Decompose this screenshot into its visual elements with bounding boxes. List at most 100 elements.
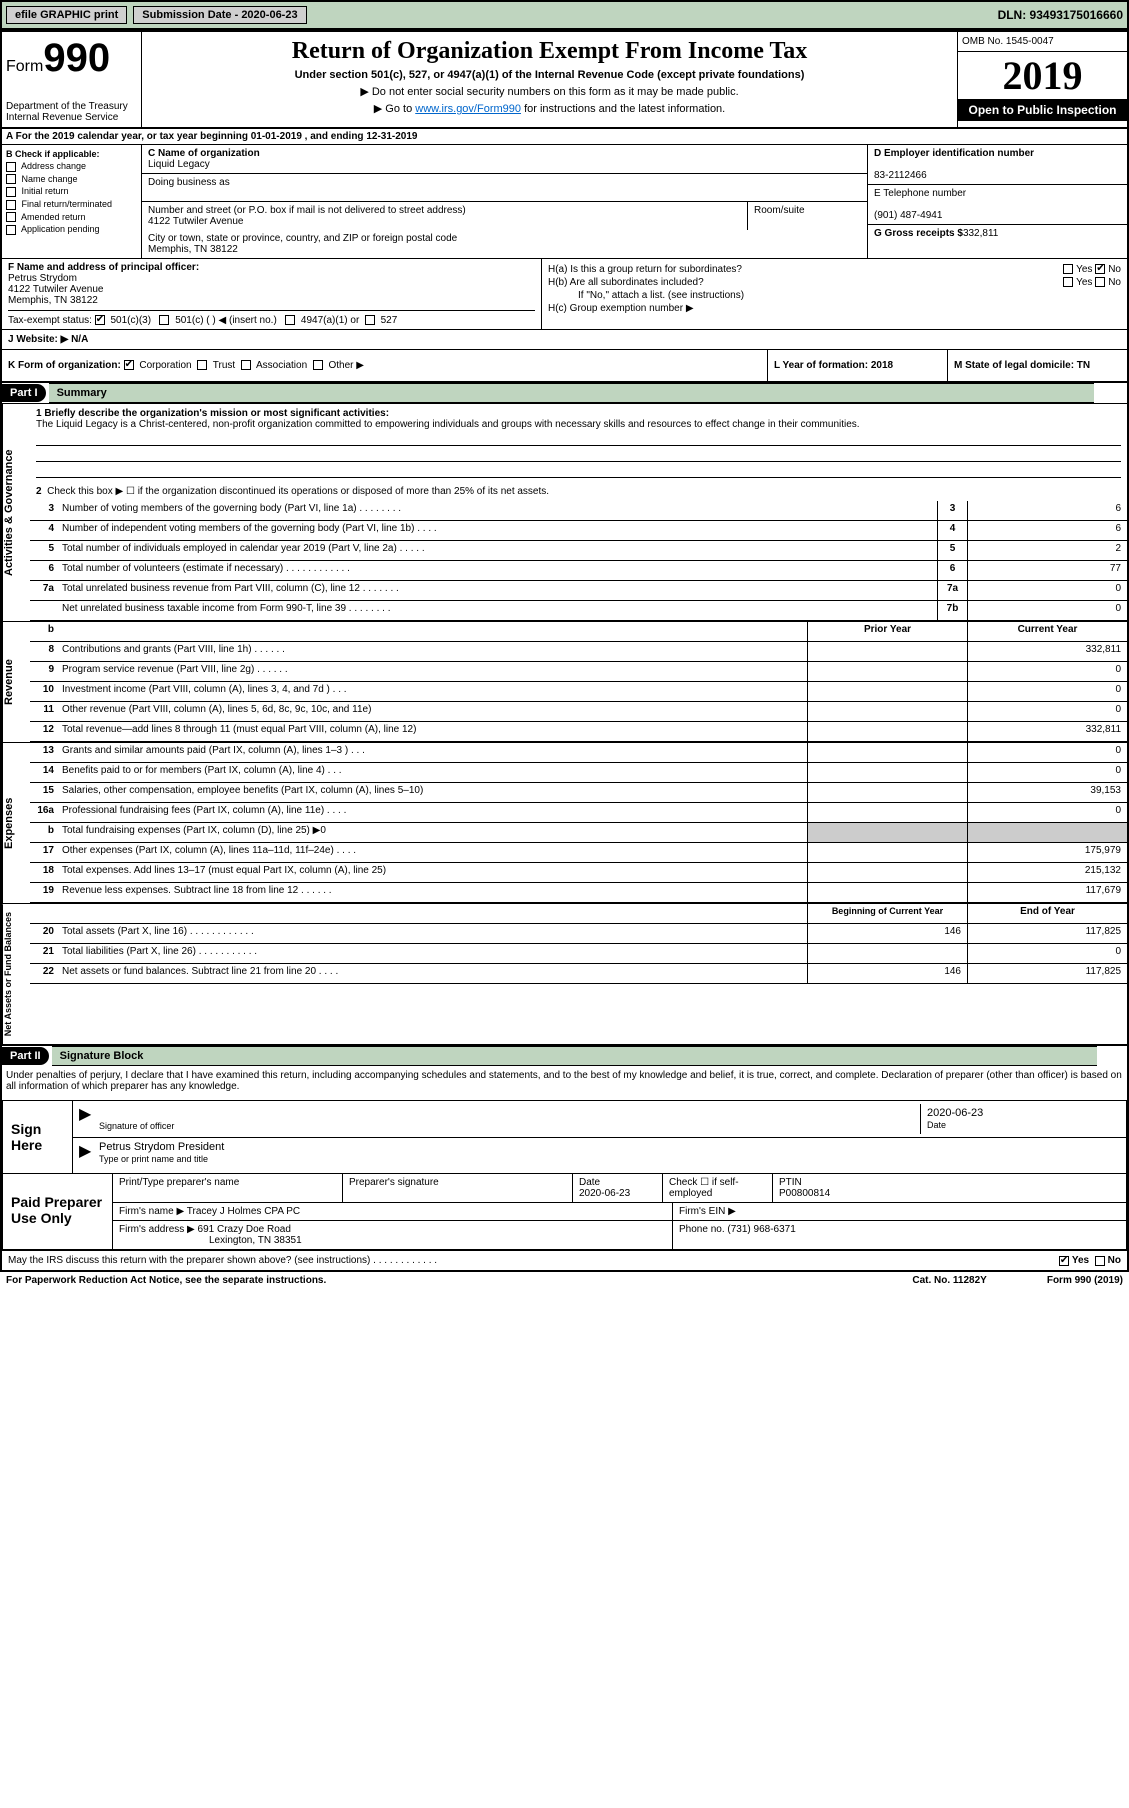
hb-yes[interactable] — [1063, 277, 1073, 287]
data-line: 22Net assets or fund balances. Subtract … — [30, 964, 1127, 984]
side-revenue: Revenue — [2, 622, 30, 742]
header-right: OMB No. 1545-0047 2019 Open to Public In… — [957, 32, 1127, 127]
expenses-section: Expenses 13Grants and similar amounts pa… — [2, 742, 1127, 903]
ptin-value: P00800814 — [779, 1188, 830, 1199]
ein-value: 83-2112466 — [874, 170, 927, 181]
part1-badge: Part I — [2, 384, 46, 402]
firm-addr2: Lexington, TN 38351 — [209, 1235, 302, 1246]
arrow-icon: ▶ — [79, 1104, 99, 1134]
no-1: No — [1108, 264, 1121, 275]
f-label: F Name and address of principal officer: — [8, 262, 199, 273]
addr-value: 4122 Tutwiler Avenue — [148, 216, 243, 227]
part2-header-row: Part II Signature Block — [2, 1044, 1127, 1066]
room-label: Room/suite — [754, 205, 805, 216]
note-1: ▶ Do not enter social security numbers o… — [148, 85, 951, 98]
checkbox[interactable] — [6, 225, 16, 235]
current-year-hdr: Current Year — [967, 622, 1127, 641]
typed-name-label: Type or print name and title — [99, 1154, 208, 1164]
self-emp-label: Check ☐ if self-employed — [669, 1177, 739, 1199]
gov-line: 6Total number of volunteers (estimate if… — [30, 561, 1127, 581]
prior-year-hdr: Prior Year — [807, 622, 967, 641]
checkbox[interactable] — [6, 200, 16, 210]
b-option: Name change — [6, 174, 137, 185]
revenue-section: Revenue bPrior YearCurrent Year 8Contrib… — [2, 621, 1127, 742]
firm-addr1: 691 Crazy Doe Road — [198, 1224, 291, 1235]
checkbox[interactable] — [6, 162, 16, 172]
col-d: D Employer identification number83-21124… — [867, 145, 1127, 258]
other-check[interactable] — [313, 360, 323, 370]
form990-link[interactable]: www.irs.gov/Form990 — [415, 103, 521, 115]
governance-section: Activities & Governance 1 Briefly descri… — [2, 403, 1127, 621]
501c-check[interactable] — [159, 315, 169, 325]
efile-button[interactable]: efile GRAPHIC print — [6, 6, 127, 24]
form-header: Form990 Department of the Treasury Inter… — [2, 32, 1127, 129]
501c3-check[interactable] — [95, 315, 105, 325]
header-middle: Return of Organization Exempt From Incom… — [142, 32, 957, 127]
phone-label: E Telephone number — [874, 188, 966, 199]
open-to-inspection: Open to Public Inspection — [958, 99, 1127, 121]
opt-assoc: Association — [256, 360, 307, 371]
ptin-label: PTIN — [779, 1177, 802, 1188]
data-line: 15Salaries, other compensation, employee… — [30, 783, 1127, 803]
b-option: Application pending — [6, 224, 137, 235]
527-check[interactable] — [365, 315, 375, 325]
form-label: Form — [6, 58, 43, 75]
part1-title: Summary — [49, 383, 1094, 403]
section-fh: F Name and address of principal officer:… — [2, 259, 1127, 330]
hc-label: H(c) Group exemption number ▶ — [548, 303, 694, 314]
discuss-yes[interactable] — [1059, 1256, 1069, 1266]
data-line: 11Other revenue (Part VIII, column (A), … — [30, 702, 1127, 722]
page-footer: For Paperwork Reduction Act Notice, see … — [0, 1272, 1129, 1289]
discuss-no[interactable] — [1095, 1256, 1105, 1266]
arrow-icon-2: ▶ — [79, 1141, 99, 1165]
city-value: Memphis, TN 38122 — [148, 244, 238, 255]
corporation-check[interactable] — [124, 360, 134, 370]
trust-check[interactable] — [197, 360, 207, 370]
discuss-row: May the IRS discuss this return with the… — [2, 1250, 1127, 1270]
top-toolbar: efile GRAPHIC print Submission Date - 20… — [0, 0, 1129, 30]
data-line: 9Program service revenue (Part VIII, lin… — [30, 662, 1127, 682]
yes-3: Yes — [1072, 1255, 1089, 1266]
ha-no[interactable] — [1095, 264, 1105, 274]
4947-check[interactable] — [285, 315, 295, 325]
paid-preparer-block: Paid Preparer Use Only Print/Type prepar… — [2, 1174, 1127, 1250]
data-line: 20Total assets (Part X, line 16) . . . .… — [30, 924, 1127, 944]
data-line: 21Total liabilities (Part X, line 26) . … — [30, 944, 1127, 964]
assoc-check[interactable] — [241, 360, 251, 370]
begin-year-hdr: Beginning of Current Year — [807, 904, 967, 923]
data-line: 17Other expenses (Part IX, column (A), l… — [30, 843, 1127, 863]
footer-right: Form 990 (2019) — [1047, 1275, 1123, 1286]
checkbox[interactable] — [6, 212, 16, 222]
hb-no[interactable] — [1095, 277, 1105, 287]
sign-here-block: Sign Here ▶Signature of officer2020-06-2… — [2, 1100, 1127, 1174]
end-year-hdr: End of Year — [967, 904, 1127, 923]
b-option: Initial return — [6, 186, 137, 197]
org-name: Liquid Legacy — [148, 159, 210, 170]
checkbox[interactable] — [6, 174, 16, 184]
checkbox[interactable] — [6, 187, 16, 197]
officer-typed-name: Petrus Strydom President — [99, 1141, 224, 1153]
opt-other: Other ▶ — [328, 360, 363, 371]
col-h: H(a) Is this a group return for subordin… — [542, 259, 1127, 329]
prep-date-label: Date — [579, 1177, 600, 1188]
netassets-section: Net Assets or Fund Balances Beginning of… — [2, 903, 1127, 1044]
b-title: B Check if applicable: — [6, 149, 100, 159]
b-option: Final return/terminated — [6, 199, 137, 210]
hb-note: If "No," attach a list. (see instruction… — [578, 290, 744, 301]
part1-header-row: Part I Summary — [2, 383, 1127, 403]
submission-button[interactable]: Submission Date - 2020-06-23 — [133, 6, 306, 24]
opt-trust: Trust — [213, 360, 235, 371]
dept-text: Department of the Treasury Internal Reve… — [6, 101, 137, 123]
col-b: B Check if applicable: Address change Na… — [2, 145, 142, 258]
data-line: 14Benefits paid to or for members (Part … — [30, 763, 1127, 783]
form-number: 990 — [43, 36, 110, 80]
c-name-label: C Name of organization — [148, 148, 260, 159]
ha-yes[interactable] — [1063, 264, 1073, 274]
officer-name: Petrus Strydom — [8, 273, 77, 284]
omb-number: OMB No. 1545-0047 — [958, 32, 1127, 52]
gov-line: 3Number of voting members of the governi… — [30, 501, 1127, 521]
data-line: 8Contributions and grants (Part VIII, li… — [30, 642, 1127, 662]
part2-badge: Part II — [2, 1047, 49, 1065]
addr-label: Number and street (or P.O. box if mail i… — [148, 205, 466, 216]
row-a: A For the 2019 calendar year, or tax yea… — [2, 129, 1127, 145]
